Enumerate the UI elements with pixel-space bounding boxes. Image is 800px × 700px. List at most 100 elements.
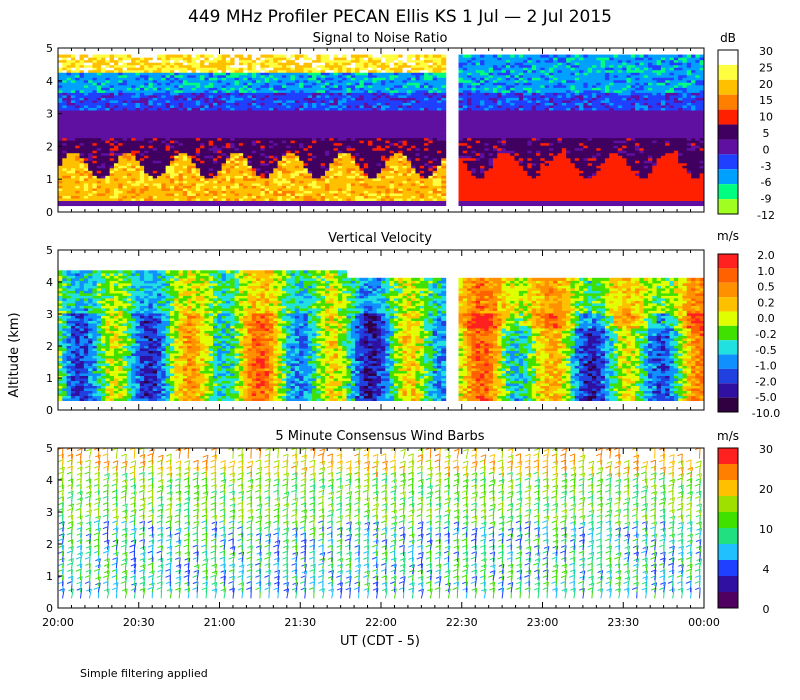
colorbar-swatch	[718, 64, 738, 80]
colorbar-label: 0.5	[757, 281, 775, 294]
x-tick-label: 21:30	[284, 616, 316, 629]
colorbar-label: 1.0	[757, 265, 775, 278]
y-tick-label: 5	[46, 442, 53, 455]
colorbar-label: 0	[763, 603, 770, 616]
y-axis-label: Altitude (km)	[7, 312, 22, 397]
colorbar-label: 30	[759, 443, 773, 456]
y-tick-label: 1	[46, 570, 53, 583]
colorbar-swatch	[718, 354, 738, 369]
snr-y-axis: 0 1 2 3 4 5	[46, 42, 62, 219]
velocity-y-axis: 0 1 2 3 4 5	[46, 244, 62, 417]
colorbar-swatch	[718, 79, 738, 95]
velocity-panel-title: Vertical Velocity	[328, 231, 432, 246]
colorbar-swatch	[718, 544, 738, 560]
colorbar-frame	[717, 447, 739, 609]
y-tick-label: 2	[46, 140, 53, 153]
y-tick-label: 1	[46, 173, 53, 186]
colorbar-label: 5	[763, 127, 770, 140]
colorbar-swatch	[718, 311, 738, 326]
colorbar-swatch	[718, 169, 738, 185]
colorbar-label: 20	[759, 483, 773, 496]
colorbar-swatch	[718, 576, 738, 592]
colorbar-swatch	[718, 528, 738, 544]
wind-x-axis: 20:00 20:30 21:00 21:30 22:00 22:30 23:00 23:30…	[42, 448, 720, 629]
x-tick-label: 23:00	[527, 616, 559, 629]
colorbar-swatch	[718, 109, 738, 125]
y-tick-label: 0	[46, 602, 53, 615]
velocity-heatmap	[58, 270, 704, 401]
snr-heatmap	[58, 54, 704, 207]
colorbar-swatch	[718, 383, 738, 398]
colorbar-label: 15	[759, 94, 773, 107]
colorbar-label: -6	[761, 176, 772, 189]
colorbar-swatch	[718, 368, 738, 384]
colorbar-label: -12	[757, 209, 775, 222]
snr-panel-title: Signal to Noise Ratio	[313, 31, 448, 46]
y-tick-label: 1	[46, 372, 53, 385]
x-tick-label: 22:00	[365, 616, 397, 629]
colorbar-swatch	[718, 282, 738, 298]
colorbar-label: -2.0	[755, 375, 776, 388]
colorbar-swatch	[718, 496, 738, 512]
y-tick-label: 2	[46, 538, 53, 551]
colorbar-label: 25	[759, 61, 773, 74]
colorbar-frame	[717, 253, 739, 413]
velocity-colorbar: 2.0 1.0 0.5 0.2 0.0 -0.2 -0.5 -1.0 -2.0 -5.0 -10.0	[717, 249, 780, 420]
filter-note: Simple filtering applied	[80, 667, 208, 680]
colorbar-label: 0	[763, 143, 770, 156]
colorbar-label: -1.0	[755, 360, 776, 373]
snr-x-axis	[57, 48, 705, 212]
colorbar-label: -9	[761, 193, 772, 206]
colorbar-label: 2.0	[757, 249, 775, 262]
colorbar-swatch	[718, 325, 738, 341]
x-tick-label: 20:00	[42, 616, 74, 629]
x-tick-label: 21:00	[204, 616, 236, 629]
colorbar-swatch	[718, 184, 738, 200]
colorbar-swatch	[718, 268, 738, 283]
x-tick-label: 00:00	[688, 616, 720, 629]
colorbar-swatch	[718, 512, 738, 528]
colorbar-swatch	[718, 154, 738, 170]
y-tick-label: 5	[46, 244, 53, 257]
colorbar-swatch	[718, 592, 738, 608]
colorbar-swatch	[718, 199, 738, 214]
y-tick-label: 2	[46, 340, 53, 353]
colorbar-label: 0.2	[757, 296, 775, 309]
colorbar-label: 10	[759, 523, 773, 536]
x-tick-label: 20:30	[123, 616, 155, 629]
colorbar-label: 4	[763, 563, 770, 576]
wind-colorbar-unit: m/s	[717, 429, 739, 443]
y-tick-label: 3	[46, 108, 53, 121]
wind-panel-title: 5 Minute Consensus Wind Barbs	[275, 429, 484, 444]
y-tick-label: 4	[46, 474, 53, 487]
y-tick-label: 4	[46, 276, 53, 289]
colorbar-frame	[717, 49, 739, 215]
x-axis-label: UT (CDT - 5)	[340, 634, 420, 649]
colorbar-swatch	[718, 397, 738, 412]
colorbar-label: 10	[759, 111, 773, 124]
colorbar-swatch	[718, 297, 738, 312]
colorbar-label: -0.2	[755, 328, 776, 341]
colorbar-swatch	[718, 560, 738, 576]
colorbar-swatch	[718, 50, 738, 65]
colorbar-swatch	[718, 480, 738, 496]
figure-title: 449 MHz Profiler PECAN Ellis KS 1 Jul — …	[188, 7, 612, 27]
snr-colorbar-unit: dB	[720, 31, 736, 45]
y-tick-label: 4	[46, 75, 53, 88]
x-tick-label: 23:30	[607, 616, 639, 629]
colorbar-label: -3	[761, 160, 772, 173]
y-tick-label: 3	[46, 308, 53, 321]
colorbar-swatch	[718, 464, 738, 480]
velocity-colorbar-unit: m/s	[717, 229, 739, 243]
wind-colorbar: 30 20 10 4 0	[717, 443, 773, 616]
colorbar-swatch	[718, 94, 738, 110]
y-tick-label: 0	[46, 404, 53, 417]
colorbar-label: 30	[759, 45, 773, 58]
snr-colorbar: 30 25 20 15 10 5 0 -3 -6 -9 -12	[717, 45, 775, 222]
colorbar-label: -5.0	[755, 391, 776, 404]
y-tick-label: 3	[46, 506, 53, 519]
wind-y-axis: 0 1 2 3 4 5	[46, 442, 62, 615]
y-tick-label: 5	[46, 42, 53, 55]
velocity-x-axis	[57, 250, 705, 410]
